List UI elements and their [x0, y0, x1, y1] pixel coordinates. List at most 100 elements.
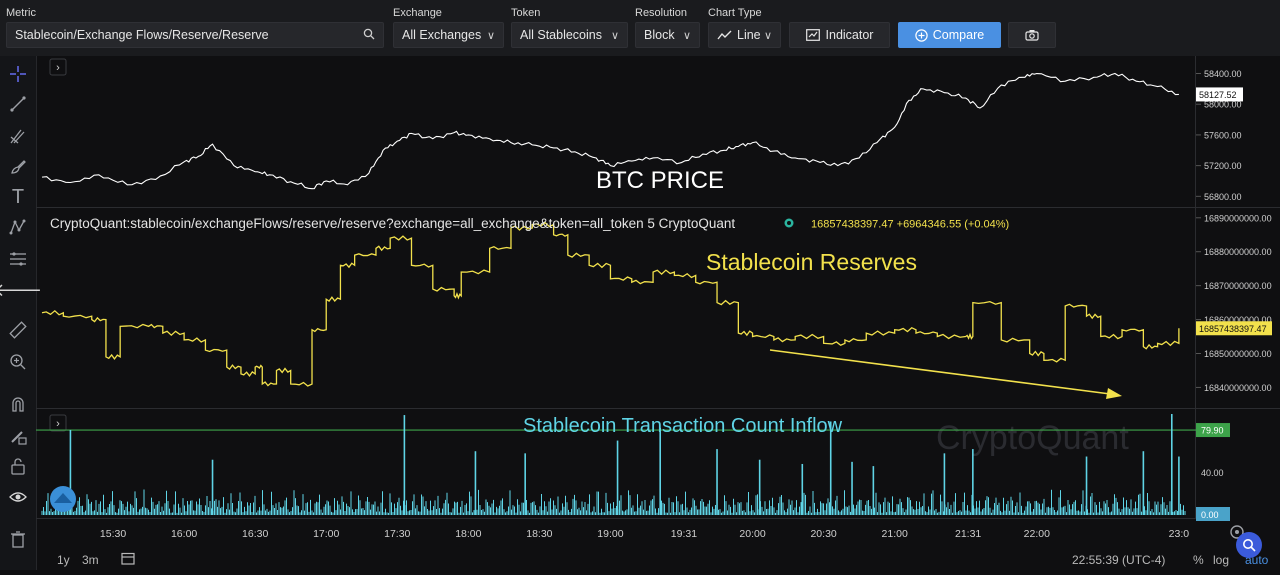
x-tick-label: 20:00: [739, 528, 765, 540]
btc-price-line[interactable]: [41, 72, 1179, 190]
x-tick-label: 22:00: [1024, 528, 1050, 540]
y-tick-label: 79.90: [1201, 426, 1224, 436]
chart-svg[interactable]: › › CryptoQuant 58400.00 58000.00 57600.00…: [36, 56, 1280, 570]
chart-type-select[interactable]: Line ∨: [708, 22, 781, 48]
reserve-last-value-badge: [1196, 321, 1272, 336]
x-tick-label: 18:00: [455, 528, 481, 540]
x-tick-label: 16:00: [171, 528, 197, 540]
token-label: Token: [511, 7, 541, 19]
ruler-icon[interactable]: [8, 320, 28, 340]
y-tick-label: 56800.00: [1204, 192, 1242, 202]
log-scale-button[interactable]: log: [1213, 553, 1230, 567]
camera-icon: [1025, 30, 1039, 41]
lock-pen-icon[interactable]: [8, 426, 28, 446]
btc-last-value-badge: [1196, 87, 1243, 102]
chevron-down-icon: ∨: [486, 29, 495, 42]
y-tick-label: 58000.00: [1204, 100, 1242, 110]
calendar-icon[interactable]: [121, 551, 135, 568]
y-tick-label: 57600.00: [1204, 130, 1242, 140]
btc-price-title: BTC PRICE: [596, 167, 724, 194]
range-1y-button[interactable]: 1y: [57, 553, 70, 567]
magnet-icon[interactable]: [8, 394, 28, 414]
trash-icon[interactable]: [8, 529, 28, 549]
inflow-title: Stablecoin Transaction Count Inflow: [523, 415, 843, 437]
resolution-label: Resolution: [635, 7, 687, 19]
reserve-legend-value: 16857438397.47 +6964346.55 (+0.04%): [811, 219, 1009, 231]
indicator-label: Indicator: [825, 28, 874, 42]
reserve-line[interactable]: [41, 221, 1180, 387]
x-tick-label: 21:00: [882, 528, 908, 540]
x-tick-label: 23:0: [1169, 528, 1190, 540]
chevron-right-icon: ›: [56, 62, 60, 74]
exchange-select[interactable]: All Exchanges ∨: [393, 22, 504, 48]
x-tick-label: 19:31: [671, 528, 697, 540]
compare-label: Compare: [932, 28, 985, 42]
x-tick-label: 20:30: [810, 528, 836, 540]
arrow-left-icon[interactable]: 🡐: [0, 279, 43, 300]
token-select[interactable]: All Stablecoins ∨: [511, 22, 628, 48]
exchange-value: All Exchanges: [402, 28, 482, 42]
x-tick-label: 18:30: [526, 528, 552, 540]
compare-button[interactable]: Compare: [898, 22, 1001, 48]
ruler-range-icon[interactable]: [8, 249, 28, 269]
zero-badge: [1196, 507, 1230, 521]
inflow-bars[interactable]: [41, 489, 1186, 515]
pitchfork-icon[interactable]: [8, 126, 28, 146]
y-tick-label: 16840000000.00: [1204, 383, 1272, 393]
eye-icon[interactable]: [8, 487, 28, 507]
search-fab[interactable]: [1236, 532, 1262, 558]
y-tick-label: 40.00: [1201, 468, 1224, 478]
metric-label: Metric: [6, 7, 36, 19]
y-tick-label: 16890000000.00: [1204, 213, 1272, 223]
y-tick-label: 16870000000.00: [1204, 281, 1272, 291]
indicator-icon: [805, 29, 820, 41]
reserve-legend: CryptoQuant:stablecoin/exchangeFlows/res…: [50, 216, 735, 231]
brush-icon[interactable]: [8, 157, 28, 177]
threshold-badge: [1196, 423, 1230, 438]
metric-select[interactable]: Stablecoin/Exchange Flows/Reserve/Reserv…: [6, 22, 384, 48]
pane-3-expand-button[interactable]: ›: [49, 414, 67, 432]
text-tool-icon[interactable]: T: [11, 185, 25, 208]
x-tick-label: 21:31: [955, 528, 981, 540]
line-chart-icon: [717, 30, 732, 40]
percent-scale-button[interactable]: %: [1193, 553, 1204, 567]
resolution-value: Block: [644, 28, 675, 42]
lock-icon[interactable]: [8, 456, 28, 476]
chart-type-value: Line: [737, 28, 761, 42]
y-tick-label: 57200.00: [1204, 161, 1242, 171]
chart-type-label: Chart Type: [708, 7, 762, 19]
x-tick-label: 15:30: [100, 528, 126, 540]
indicator-button[interactable]: Indicator: [789, 22, 890, 48]
plus-circle-icon: [915, 28, 928, 42]
search-icon[interactable]: [363, 28, 375, 43]
downtrend-arrow: [769, 349, 1122, 399]
chevron-right-icon: ›: [56, 418, 60, 430]
crosshair-icon[interactable]: [8, 64, 28, 84]
y-tick-label: 16880000000.00: [1204, 247, 1272, 257]
y-tick-label: 0.00: [1201, 510, 1219, 520]
screenshot-button[interactable]: [1008, 22, 1056, 48]
token-value: All Stablecoins: [520, 28, 602, 42]
btc-last-value: 58127.52: [1199, 90, 1237, 100]
pattern-icon[interactable]: [8, 217, 28, 237]
chevron-down-icon: ∨: [682, 29, 691, 42]
stablecoin-reserves-title: Stablecoin Reserves: [706, 249, 917, 275]
watermark: CryptoQuant: [936, 419, 1129, 457]
x-tick-label: 17:00: [313, 528, 339, 540]
range-3m-button[interactable]: 3m: [82, 553, 99, 567]
reserve-last-value: 16857438397.47: [1199, 324, 1267, 334]
y-tick-label: 16860000000.00: [1204, 315, 1272, 325]
zoom-in-icon[interactable]: [8, 352, 28, 372]
toolbar: Metric Stablecoin/Exchange Flows/Reserve…: [0, 0, 1280, 56]
trend-line-icon[interactable]: [8, 94, 28, 114]
search-icon: [1243, 539, 1256, 552]
clock-readout: 22:55:39 (UTC-4): [1072, 553, 1166, 567]
exchange-label: Exchange: [393, 7, 442, 19]
x-tick-label: 19:00: [597, 528, 623, 540]
cryptoquant-logo-icon[interactable]: [50, 486, 76, 512]
pane-1-expand-button[interactable]: ›: [49, 58, 67, 76]
metric-value: Stablecoin/Exchange Flows/Reserve/Reserv…: [15, 28, 269, 42]
resolution-select[interactable]: Block ∨: [635, 22, 700, 48]
drawing-toolbar: T 🡐: [0, 56, 43, 570]
chevron-down-icon: ∨: [610, 29, 619, 42]
